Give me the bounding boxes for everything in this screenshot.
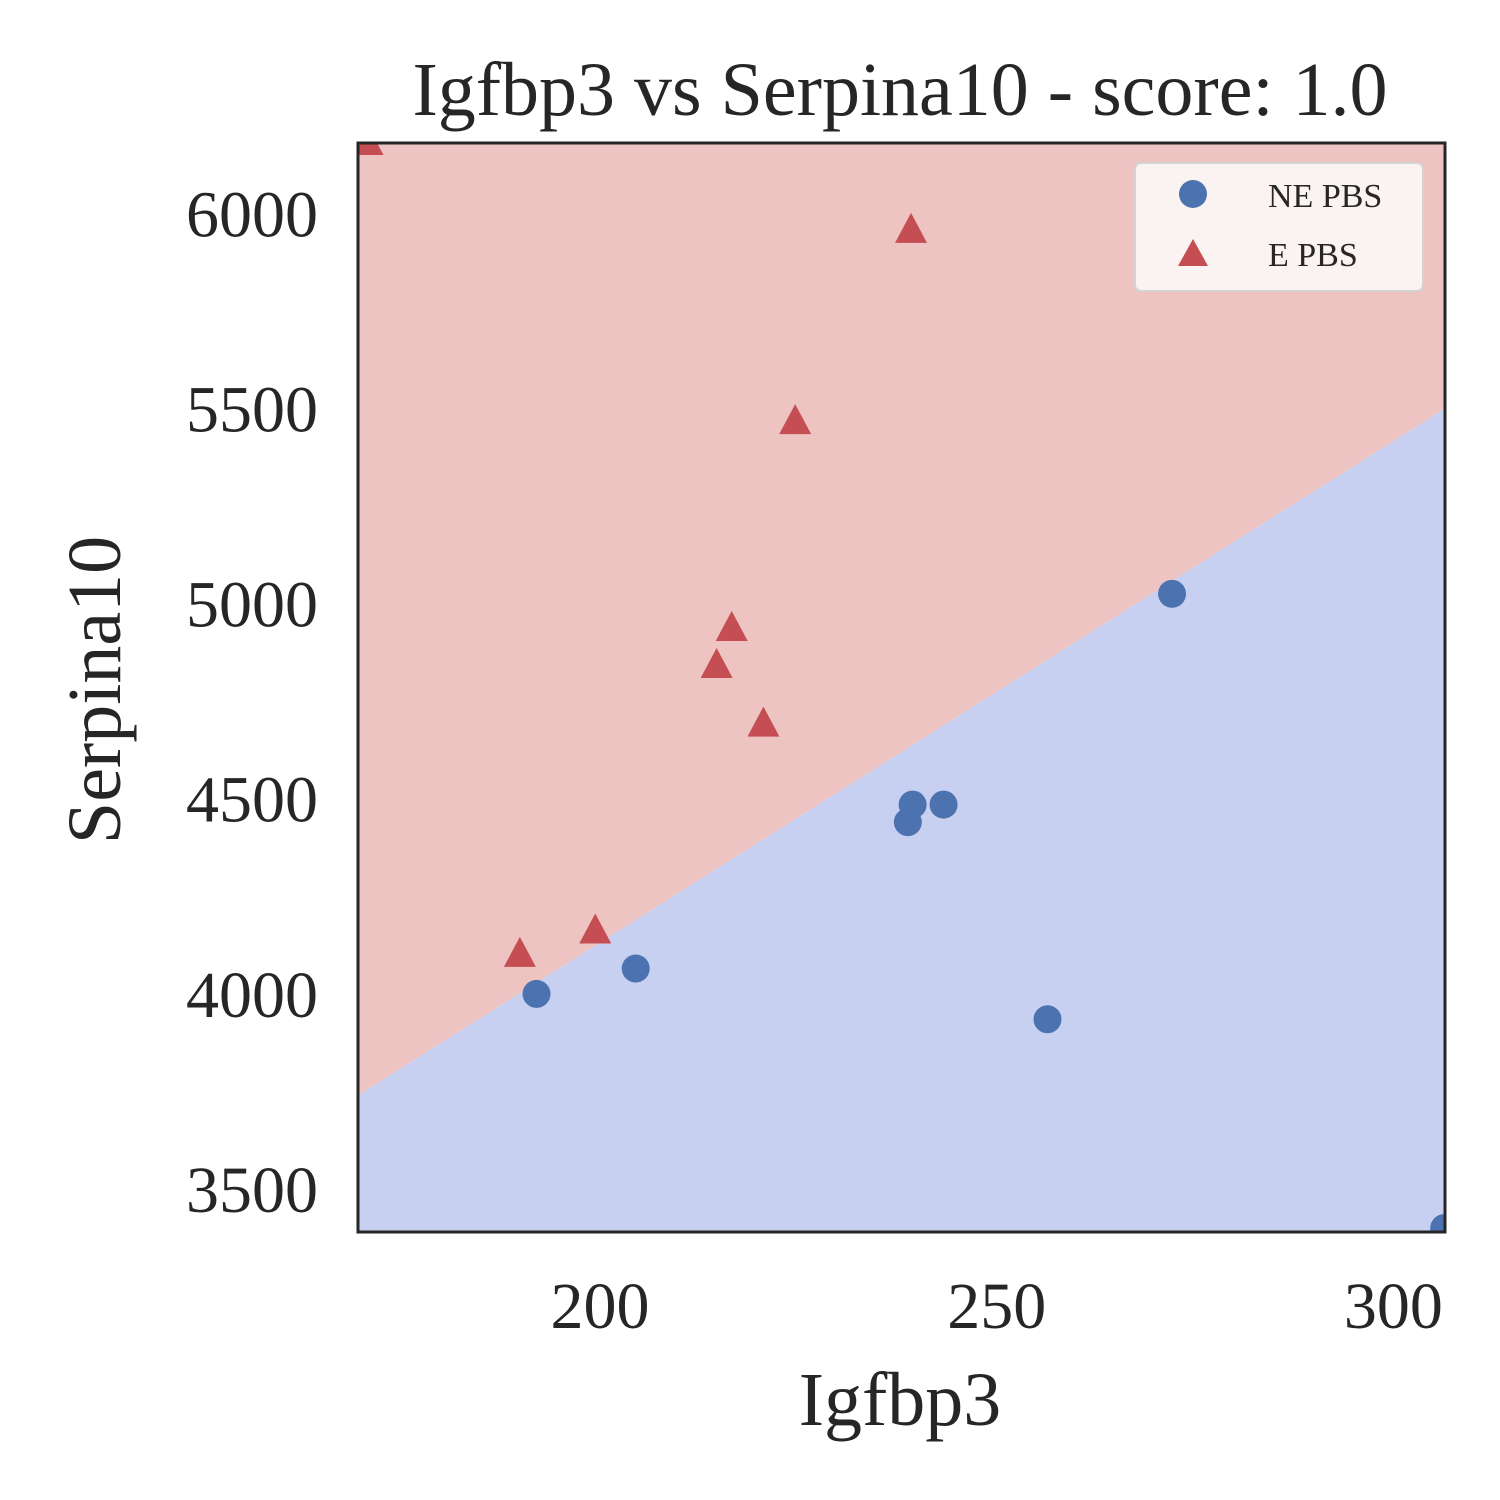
- legend: NE PBS E PBS: [1134, 162, 1424, 292]
- decision-regions: [358, 143, 1445, 1232]
- data-points: [358, 143, 1445, 1232]
- legend-label-ne-pbs: NE PBS: [1268, 178, 1382, 215]
- legend-marker-e-pbs: [1178, 239, 1208, 266]
- region-e-pbs: [358, 143, 1445, 1096]
- data-point-ne-pbs: [621, 954, 650, 983]
- data-point-e-pbs: [503, 936, 536, 967]
- legend-box: [1134, 162, 1424, 292]
- y-tick-label: 4500: [186, 764, 318, 837]
- x-tick-label: 250: [947, 1270, 1046, 1343]
- data-point-ne-pbs: [1158, 579, 1187, 608]
- data-point-ne-pbs: [1033, 1005, 1062, 1034]
- y-tick-label: 5500: [186, 373, 318, 446]
- data-point-e-pbs: [747, 706, 780, 737]
- y-tick-label: 5000: [186, 569, 318, 642]
- x-axis-label: Igfbp3: [799, 1358, 1002, 1442]
- plot-frame: [356, 141, 1447, 1234]
- data-point-e-pbs: [579, 913, 612, 944]
- legend-marker-ne-pbs: [1179, 180, 1207, 208]
- x-axis-ticks: 200 250 300: [550, 1270, 1442, 1343]
- legend-label-e-pbs: E PBS: [1268, 237, 1358, 274]
- data-point-ne-pbs: [1430, 1214, 1445, 1232]
- data-point-e-pbs: [358, 143, 384, 155]
- data-point-e-pbs: [895, 212, 928, 243]
- y-tick-label: 6000: [186, 178, 318, 251]
- data-point-ne-pbs: [898, 790, 927, 819]
- x-tick-label: 200: [550, 1270, 649, 1343]
- y-axis-ticks: 3500 4000 4500 5000 5500 6000: [186, 178, 318, 1227]
- data-point-ne-pbs: [522, 979, 551, 1008]
- data-point-ne-pbs: [929, 790, 958, 819]
- data-point-e-pbs: [700, 648, 733, 679]
- x-tick-label: 300: [1344, 1270, 1443, 1343]
- y-tick-label: 3500: [186, 1154, 318, 1227]
- data-point-e-pbs: [715, 610, 748, 641]
- chart-title: Igfbp3 vs Serpina10 - score: 1.0: [412, 48, 1387, 132]
- y-tick-label: 4000: [186, 959, 318, 1032]
- data-point-e-pbs: [779, 404, 812, 435]
- y-axis-label: Serpina10: [53, 536, 137, 844]
